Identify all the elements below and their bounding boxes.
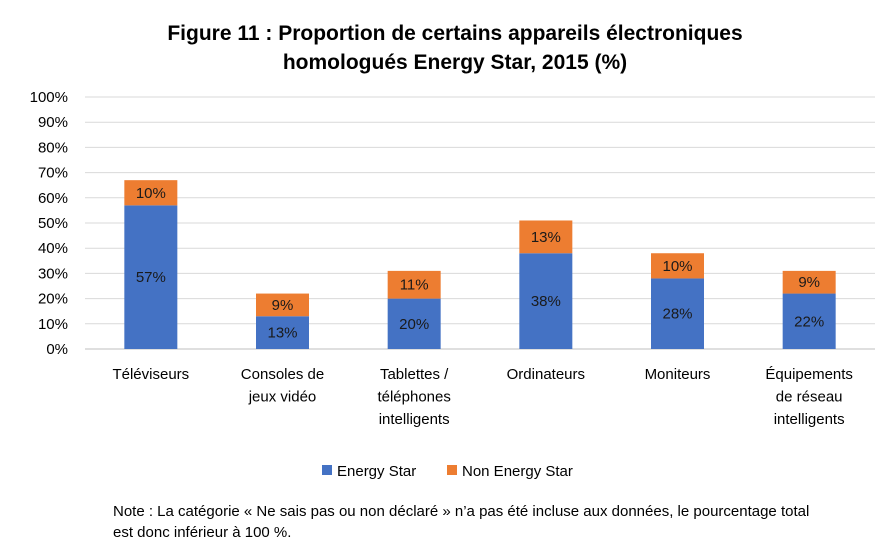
data-label: 9% [272, 297, 294, 314]
data-label: 28% [662, 306, 692, 323]
legend-swatch [447, 465, 457, 475]
data-label: 22% [794, 313, 824, 330]
data-label: 11% [400, 277, 429, 294]
y-tick-label: 10% [38, 316, 68, 333]
x-category-label: Ordinateurs [507, 366, 585, 383]
y-tick-label: 50% [38, 215, 68, 232]
bar-segment-energy-star [782, 293, 836, 349]
legend-swatch [322, 465, 332, 475]
data-label: 57% [136, 269, 166, 286]
bar-segment-non-energy-star [124, 180, 178, 206]
y-tick-label: 30% [38, 265, 68, 282]
legend: Energy Star Non Energy Star [322, 463, 573, 480]
chart-title-line-1: Figure 11 : Proportion de certains appar… [167, 22, 742, 45]
bar-segment-non-energy-star [387, 270, 441, 299]
data-label: 10% [136, 185, 166, 202]
bar-segment-energy-star [387, 298, 441, 349]
y-axis: 0% 10% 20% 30% 40% 50% 60% 70% 80% 90% 100% [30, 89, 68, 358]
x-category-label: Téléviseurs [112, 366, 189, 383]
y-tick-label: 0% [46, 341, 68, 358]
bar-segment-non-energy-star [519, 220, 573, 254]
data-label: 9% [798, 274, 820, 291]
y-tick-label: 90% [38, 114, 68, 131]
y-tick-label: 40% [38, 240, 68, 257]
bar-segment-energy-star [519, 253, 573, 349]
bar-segment-energy-star [124, 205, 178, 349]
x-category-label: Moniteurs [645, 366, 711, 383]
y-tick-label: 60% [38, 190, 68, 207]
bar-segment-non-energy-star [256, 293, 309, 317]
data-label: 10% [662, 258, 692, 275]
bar-segment-non-energy-star [782, 270, 836, 294]
bar-segment-non-energy-star [651, 253, 704, 279]
x-category-label: Équipements de réseau intelligents [765, 366, 853, 428]
gridlines [85, 96, 875, 350]
chart-title-line-2: homologués Energy Star, 2015 (%) [283, 51, 627, 74]
x-axis: Téléviseurs Consoles de jeux vidéo Tablette… [112, 366, 852, 428]
bar-segment-energy-star [651, 278, 704, 349]
data-label: 13% [531, 229, 561, 246]
footnote: Note : La catégorie « Ne sais pas ou non… [113, 503, 810, 541]
y-tick-label: 80% [38, 139, 68, 156]
y-tick-label: 100% [30, 89, 68, 106]
bars: 57% 10% 13% 9% 20% 11% 38% 13% 28% 10% 22% 9% [124, 180, 836, 349]
data-label: 38% [531, 293, 561, 310]
bar-segment-energy-star [256, 316, 309, 349]
data-label: 20% [399, 316, 429, 333]
chart-title: Figure 11 : Proportion de certains appar… [167, 22, 742, 74]
x-category-label: Tablettes / téléphones intelligents [377, 366, 450, 428]
y-tick-label: 70% [38, 165, 68, 182]
legend-label: Energy Star [337, 463, 416, 480]
data-label: 13% [267, 325, 297, 342]
stacked-bar-chart: Figure 11 : Proportion de certains appar… [30, 22, 875, 480]
legend-label: Non Energy Star [462, 463, 573, 480]
y-tick-label: 20% [38, 291, 68, 308]
x-category-label: Consoles de jeux vidéo [241, 366, 324, 406]
